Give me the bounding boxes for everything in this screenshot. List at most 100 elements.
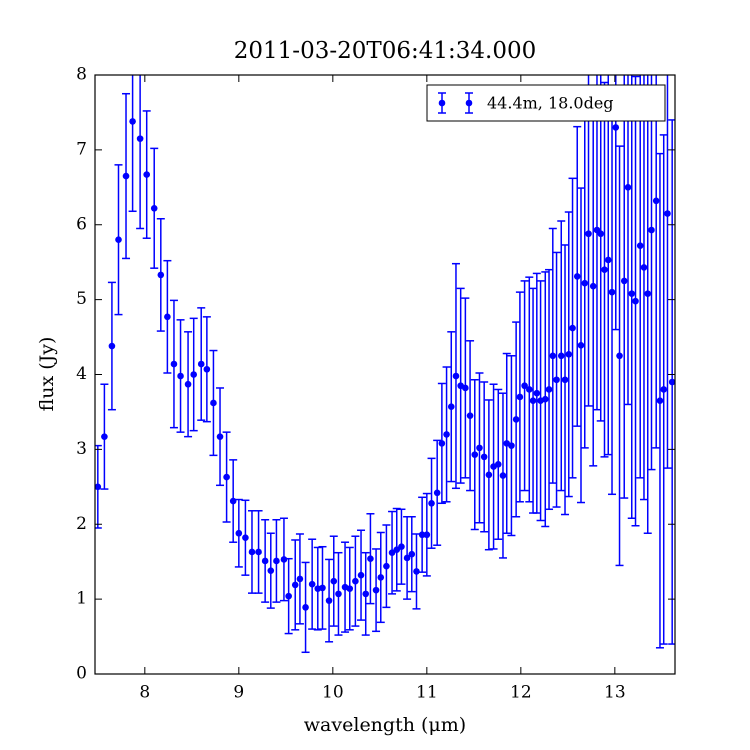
x-tick-label: 13 xyxy=(604,683,626,703)
data-point xyxy=(115,236,122,244)
data-point xyxy=(101,433,108,440)
data-point xyxy=(229,497,237,505)
y-tick-label: 1 xyxy=(76,589,87,609)
data-point xyxy=(466,412,474,419)
data-point xyxy=(357,571,365,579)
data-point xyxy=(398,543,405,551)
data-point xyxy=(319,584,326,592)
y-tick-label: 4 xyxy=(76,364,87,384)
data-point xyxy=(660,386,668,393)
data-point xyxy=(423,531,431,539)
x-tick-label: 8 xyxy=(139,683,150,703)
data-point xyxy=(235,529,243,537)
data-point xyxy=(608,288,616,296)
data-point xyxy=(203,365,211,373)
data-point xyxy=(485,471,493,479)
data-point xyxy=(480,453,488,461)
data-point xyxy=(346,585,354,592)
data-point xyxy=(273,557,280,565)
data-point xyxy=(443,431,450,438)
data-point xyxy=(612,124,620,131)
x-tick-label: 9 xyxy=(233,683,244,703)
y-tick-label: 5 xyxy=(76,289,87,309)
data-point xyxy=(541,395,549,403)
data-point xyxy=(255,548,262,556)
data-point xyxy=(628,290,636,297)
chart-title: 2011-03-20T06:41:34.000 xyxy=(234,38,536,64)
data-point xyxy=(291,581,299,589)
data-point xyxy=(216,433,224,440)
data-point xyxy=(652,197,660,205)
data-point xyxy=(367,555,374,562)
data-point xyxy=(302,604,309,611)
data-point xyxy=(656,397,664,405)
y-tick-label: 8 xyxy=(76,65,87,85)
data-point xyxy=(525,386,533,393)
data-point xyxy=(308,580,316,588)
data-point xyxy=(561,376,569,384)
data-point xyxy=(428,499,435,507)
data-point xyxy=(122,172,130,180)
data-point xyxy=(383,562,390,570)
data-point xyxy=(267,567,275,574)
data-point xyxy=(557,352,565,360)
data-point xyxy=(529,397,537,405)
data-point xyxy=(261,557,269,565)
data-point xyxy=(668,378,675,386)
data-point xyxy=(508,442,515,449)
data-point xyxy=(565,350,573,358)
data-point xyxy=(190,371,198,378)
data-point xyxy=(640,264,648,271)
data-point xyxy=(352,577,359,585)
data-point xyxy=(545,386,553,393)
x-axis-label: wavelength (μm) xyxy=(304,714,466,736)
data-point xyxy=(197,360,205,368)
legend-label: 44.4m, 18.0deg xyxy=(487,94,614,113)
data-point xyxy=(377,574,385,581)
data-point xyxy=(597,230,605,238)
data-point xyxy=(447,403,455,410)
data-point xyxy=(648,226,655,234)
data-point xyxy=(516,393,524,401)
data-point xyxy=(549,352,557,360)
data-point xyxy=(636,242,644,250)
legend: 44.4m, 18.0deg xyxy=(426,84,666,122)
data-point xyxy=(604,256,612,264)
data-point xyxy=(452,372,460,380)
legend-icon xyxy=(465,99,473,107)
data-point xyxy=(223,473,230,481)
data-point xyxy=(108,342,116,350)
data-point xyxy=(157,271,165,279)
data-point xyxy=(393,546,401,554)
data-point xyxy=(438,440,446,447)
y-tick-label: 0 xyxy=(76,664,87,684)
data-point xyxy=(624,184,632,191)
data-point xyxy=(494,461,502,468)
data-point xyxy=(408,550,416,558)
x-tick-label: 10 xyxy=(322,683,344,703)
x-tick-label: 11 xyxy=(416,683,438,703)
y-axis-label: flux (Jy) xyxy=(36,337,58,412)
data-point xyxy=(403,554,411,562)
data-point xyxy=(521,382,528,390)
data-point xyxy=(664,210,671,217)
data-point xyxy=(143,171,151,178)
data-point xyxy=(325,597,333,604)
data-point xyxy=(644,290,652,297)
data-point xyxy=(285,592,292,600)
data-point xyxy=(476,444,483,452)
data-point xyxy=(433,489,441,497)
data-point xyxy=(581,279,589,287)
data-point xyxy=(553,376,560,384)
data-point xyxy=(573,273,581,280)
data-point xyxy=(296,575,304,583)
data-point xyxy=(280,556,288,563)
data-point xyxy=(164,313,171,321)
y-tick-label: 6 xyxy=(76,214,87,234)
data-point xyxy=(620,277,628,285)
data-point xyxy=(616,352,623,360)
data-point xyxy=(462,384,469,392)
data-point xyxy=(95,483,102,491)
